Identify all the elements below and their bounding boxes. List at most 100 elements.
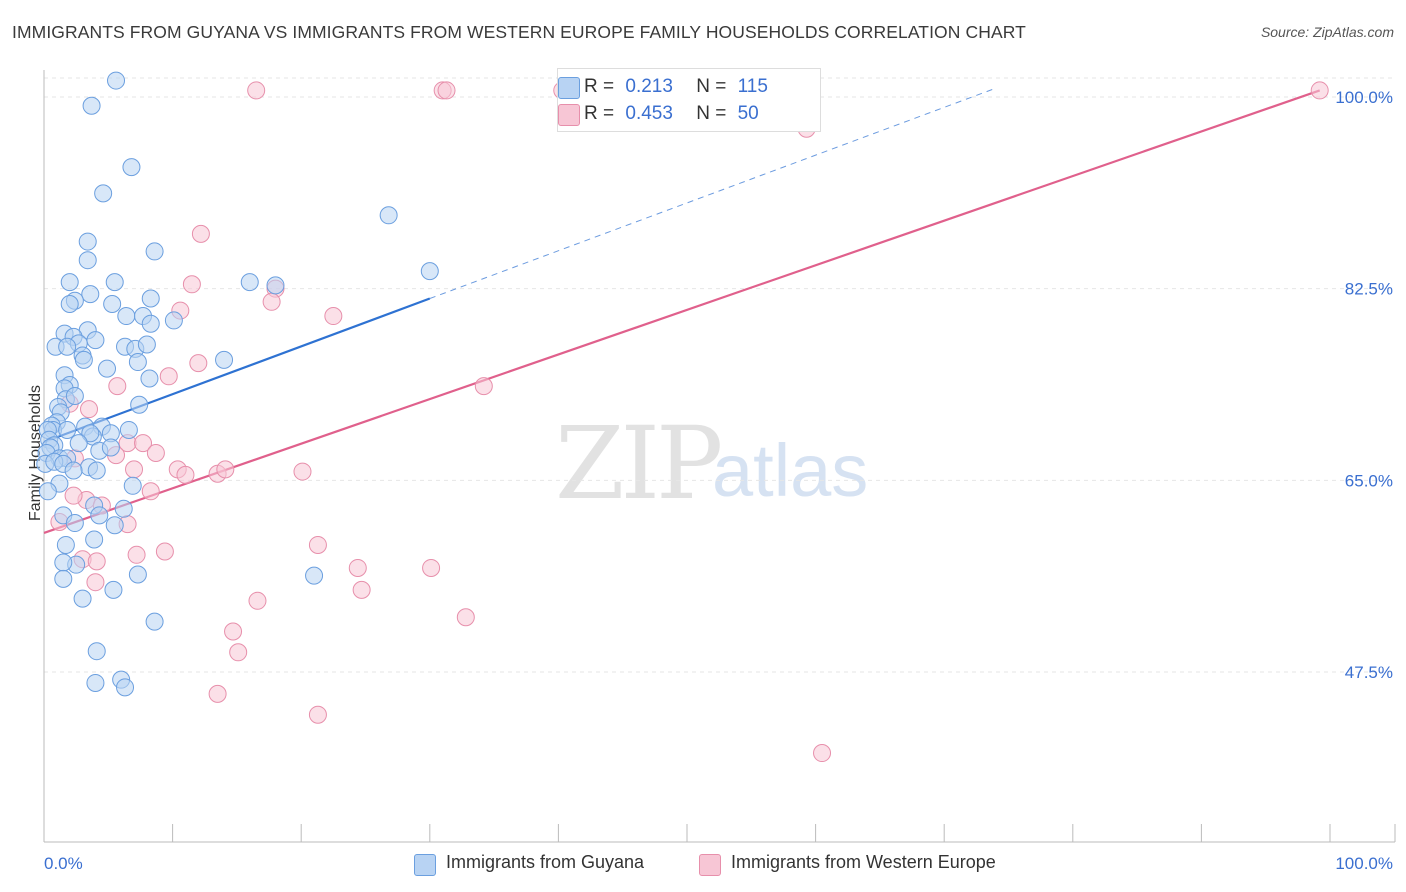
point-guyana (141, 289, 160, 308)
point-western-europe (474, 377, 493, 396)
point-guyana (78, 232, 97, 251)
legend-item-guyana[interactable]: Immigrants from Guyana (414, 852, 645, 876)
legend-n-label: N = (696, 76, 727, 97)
point-guyana (86, 673, 105, 692)
point-guyana (117, 307, 136, 326)
point-western-europe (127, 545, 146, 564)
legend-swatch-western-europe (699, 854, 721, 876)
point-guyana (78, 251, 97, 270)
point-western-europe (352, 580, 371, 599)
legend-r-label: R = (584, 76, 615, 97)
y-tick-label: 65.0% (1345, 471, 1393, 490)
trendlines (43, 87, 1321, 534)
point-western-europe (80, 400, 99, 419)
point-guyana (74, 350, 93, 369)
point-western-europe (155, 542, 174, 561)
point-western-europe (191, 224, 210, 243)
point-western-europe (308, 535, 327, 554)
gridlines (44, 77, 1395, 673)
point-western-europe (208, 684, 227, 703)
point-guyana (87, 461, 106, 480)
point-western-europe (348, 558, 367, 577)
legend-n-label: N = (696, 103, 727, 124)
point-guyana (38, 482, 57, 501)
source-label: Source: ZipAtlas.com (1260, 24, 1394, 40)
point-guyana (56, 535, 75, 554)
trendline-western-europe (43, 89, 1321, 534)
point-guyana (81, 285, 100, 304)
point-guyana (266, 276, 285, 295)
point-western-europe (134, 434, 153, 453)
point-guyana (107, 71, 126, 90)
point-western-europe (216, 460, 235, 479)
point-guyana (420, 262, 439, 281)
point-western-europe (229, 643, 248, 662)
y-tick-label: 100.0% (1335, 88, 1393, 107)
point-western-europe (159, 367, 178, 386)
x-tick-label: 0.0% (44, 854, 83, 873)
point-western-europe (813, 744, 832, 763)
legend-n-guyana: 115 (737, 76, 768, 97)
point-western-europe (224, 622, 243, 641)
point-western-europe (86, 573, 105, 592)
legend-label-guyana: Immigrants from Guyana (446, 852, 645, 872)
point-western-europe (141, 482, 160, 501)
point-western-europe (262, 292, 281, 311)
point-guyana (305, 566, 324, 585)
point-western-europe (125, 460, 144, 479)
legend-swatch-guyana (558, 77, 580, 99)
point-guyana (240, 273, 259, 292)
point-guyana (65, 514, 84, 533)
point-guyana (104, 580, 123, 599)
point-guyana (215, 350, 234, 369)
point-guyana (54, 553, 73, 572)
point-guyana (87, 642, 106, 661)
point-western-europe (324, 307, 343, 326)
point-western-europe (64, 486, 83, 505)
point-guyana (101, 438, 120, 457)
point-guyana (137, 335, 156, 354)
point-guyana (65, 387, 84, 405)
point-guyana (60, 273, 79, 292)
point-guyana (82, 96, 101, 115)
point-western-europe (189, 354, 208, 373)
legend-row-guyana: R = 0.213 N = 115 (558, 76, 768, 99)
y-tick-label: 47.5% (1345, 663, 1393, 682)
legend-item-western-europe[interactable]: Immigrants from Western Europe (699, 852, 996, 876)
point-guyana (60, 295, 79, 313)
point-guyana (141, 314, 160, 333)
point-western-europe (437, 81, 456, 100)
point-guyana (73, 589, 92, 608)
axes (43, 70, 1396, 843)
point-guyana (140, 369, 159, 388)
point-guyana (58, 337, 77, 356)
chart-title: IMMIGRANTS FROM GUYANA VS IMMIGRANTS FRO… (12, 22, 1026, 42)
point-guyana (85, 530, 104, 549)
series-guyana (36, 71, 439, 697)
point-western-europe (308, 705, 327, 724)
point-western-europe (108, 377, 127, 396)
legend-r-guyana: 0.213 (625, 76, 673, 97)
point-western-europe (176, 465, 195, 484)
legend-swatch-western-europe (558, 104, 580, 126)
stats-legend: R = 0.213 N = 115 R = 0.453 N = 50 (557, 68, 821, 132)
point-guyana (116, 678, 135, 697)
point-guyana (114, 499, 133, 518)
x-tick-label: 100.0% (1335, 854, 1393, 873)
point-guyana (58, 420, 77, 439)
legend-r-label: R = (584, 103, 615, 124)
point-western-europe (182, 275, 201, 294)
point-guyana (123, 476, 142, 495)
point-guyana (81, 424, 100, 443)
watermark-zip: ZIP (555, 405, 723, 522)
point-guyana (98, 359, 117, 378)
point-guyana (86, 331, 105, 350)
point-guyana (105, 516, 124, 535)
point-guyana (90, 506, 109, 525)
point-western-europe (87, 552, 106, 571)
point-western-europe (293, 462, 312, 481)
point-guyana (128, 565, 147, 584)
series-western-europe (50, 81, 1329, 763)
point-guyana (94, 184, 113, 203)
